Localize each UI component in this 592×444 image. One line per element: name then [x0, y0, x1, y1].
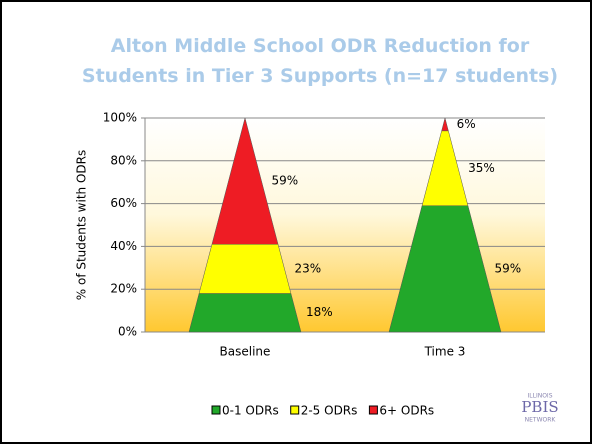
pyramid-segment [188, 293, 302, 333]
data-label: 59% [272, 174, 299, 188]
data-label: 23% [294, 261, 321, 275]
y-tick-label: 20% [110, 282, 137, 296]
y-tick-label: 40% [110, 239, 137, 253]
legend-swatch [211, 405, 221, 415]
x-tick-label: Time 3 [424, 345, 466, 359]
data-label: 35% [468, 161, 495, 175]
pyramid-segment [198, 244, 292, 294]
y-tick-label: 0% [118, 325, 137, 339]
legend-swatch [368, 405, 378, 415]
data-label: 59% [494, 261, 521, 275]
y-tick-label: 80% [110, 153, 137, 167]
legend-swatch [290, 405, 300, 415]
data-label: 18% [306, 305, 333, 319]
y-axis-label: % of Students with ODRs [75, 150, 89, 300]
y-tick-label: 60% [110, 196, 137, 210]
data-label: 6% [457, 117, 476, 131]
legend: 0-1 ODRs 2-5 ODRs 6+ ODRs [211, 404, 434, 418]
legend-label: 6+ ODRs [379, 404, 434, 418]
logo-text: ILLINOIS [527, 393, 552, 400]
x-tick-label: Baseline [220, 345, 271, 359]
pyramid-segment [441, 117, 449, 132]
y-tick-label: 100% [103, 111, 137, 125]
chart-title: Alton Middle School ODR Reduction for Stu… [82, 35, 558, 87]
legend-label: 0-1 ODRs [222, 404, 279, 418]
legend-label: 2-5 ODRs [301, 404, 358, 418]
logo-text: NETWORK [525, 417, 557, 424]
pyramid-segment [211, 117, 279, 245]
logo-text: PBIS [521, 398, 558, 416]
logo: ILLINOIS PBIS NETWORK [521, 393, 558, 424]
